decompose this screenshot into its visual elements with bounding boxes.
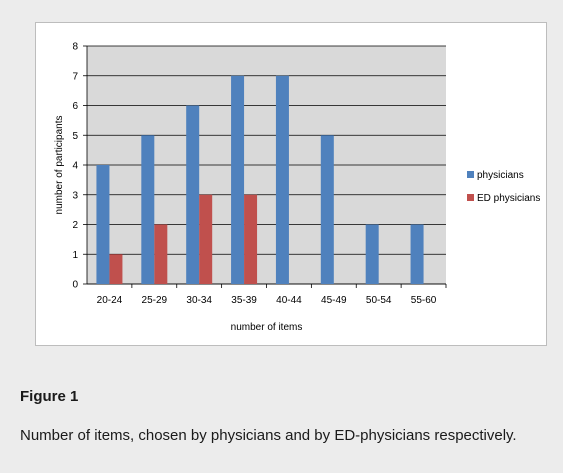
x-tick-label-40-44: 40-44 bbox=[276, 295, 302, 306]
bar-physicians-50-54 bbox=[365, 224, 379, 284]
y-tick-label-7: 7 bbox=[72, 71, 78, 82]
y-tick-label-4: 4 bbox=[72, 161, 78, 172]
bar-physicians-25-29 bbox=[141, 135, 155, 284]
x-tick-label-30-34: 30-34 bbox=[186, 295, 212, 306]
x-axis-label: number of items bbox=[231, 322, 303, 333]
legend-label-ed-physicians: ED physicians bbox=[477, 193, 540, 204]
y-axis-label: number of participants bbox=[54, 116, 65, 215]
x-tick-label-45-49: 45-49 bbox=[321, 295, 347, 306]
legend-swatch-ed-physicians bbox=[467, 194, 474, 201]
bar-ed-physicians-25-29 bbox=[154, 224, 168, 284]
y-tick-label-3: 3 bbox=[72, 190, 78, 201]
x-tick-label-25-29: 25-29 bbox=[142, 295, 168, 306]
bar-physicians-20-24 bbox=[96, 165, 110, 284]
y-tick-label-5: 5 bbox=[72, 131, 78, 142]
y-tick-label-2: 2 bbox=[72, 220, 78, 231]
figure-title: Figure 1 bbox=[20, 388, 79, 405]
x-tick-label-35-39: 35-39 bbox=[231, 295, 257, 306]
bar-physicians-55-60 bbox=[410, 224, 424, 284]
y-tick-label-1: 1 bbox=[72, 250, 78, 261]
legend-swatch-physicians bbox=[467, 171, 474, 178]
legend-label-physicians: physicians bbox=[477, 170, 524, 181]
bar-chart: 0 1 2 3 4 5 6 7 8 20-24 25-29 30-34 35-39 40-44 45-49 5… bbox=[54, 42, 540, 334]
figure-caption: Number of items, chosen by physicians an… bbox=[20, 427, 517, 444]
y-tick-label-8: 8 bbox=[72, 42, 78, 53]
chart-frame: 0 1 2 3 4 5 6 7 8 20-24 25-29 30-34 35-39 40-44 45-49 5… bbox=[35, 22, 547, 346]
x-tick-label-55-60: 55-60 bbox=[411, 295, 437, 306]
bar-physicians-35-39 bbox=[231, 75, 245, 284]
bar-ed-physicians-20-24 bbox=[109, 254, 123, 284]
x-tick-label-20-24: 20-24 bbox=[97, 295, 123, 306]
bar-ed-physicians-35-39 bbox=[244, 194, 258, 284]
bar-ed-physicians-30-34 bbox=[199, 194, 213, 284]
x-tick-label-50-54: 50-54 bbox=[366, 295, 392, 306]
bar-physicians-40-44 bbox=[275, 75, 289, 284]
bar-physicians-30-34 bbox=[186, 105, 200, 284]
y-tick-label-6: 6 bbox=[72, 101, 78, 112]
y-tick-label-0: 0 bbox=[72, 280, 78, 291]
bar-physicians-45-49 bbox=[320, 135, 334, 284]
